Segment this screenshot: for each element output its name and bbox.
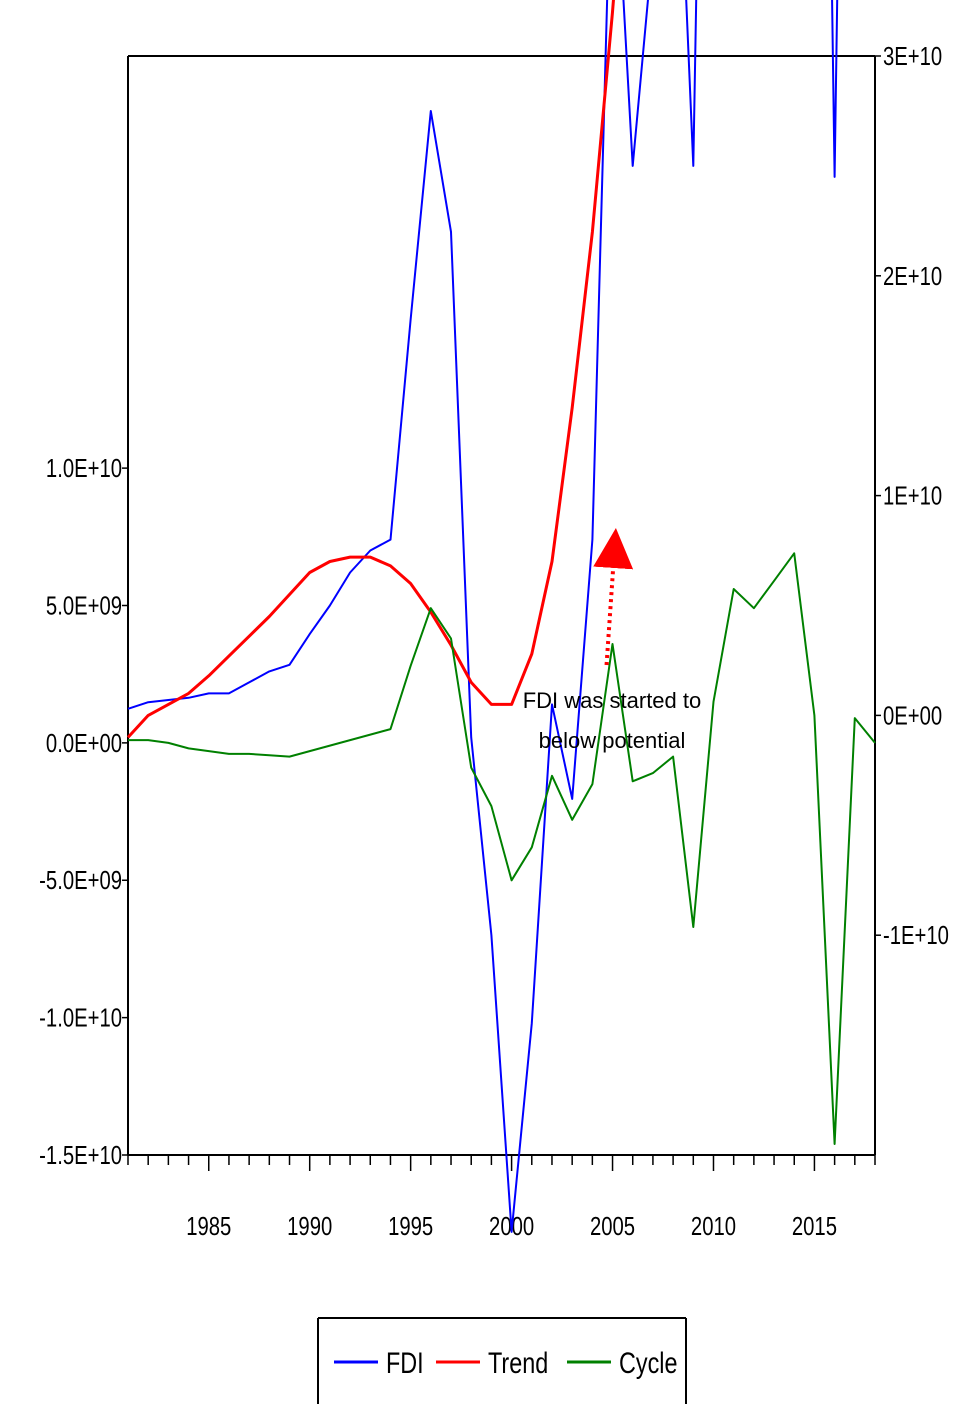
- legend-label-fdi: FDI: [386, 1346, 424, 1379]
- right-axis-tick-label: -1E+10: [883, 921, 949, 950]
- left-axis-tick-label: -1.5E+10: [39, 1141, 122, 1170]
- right-axis-tick-label: 2E+10: [883, 261, 942, 290]
- right-axis-tick-label: 0E+00: [883, 701, 942, 730]
- left-axis-tick-label: -1.0E+10: [39, 1003, 122, 1032]
- legend-label-trend: Trend: [488, 1346, 548, 1379]
- right-axis-tick-label: 1E+10: [883, 481, 942, 510]
- x-axis-tick-label: 1990: [287, 1212, 332, 1241]
- series-line-trend: [126, 0, 615, 739]
- x-axis-tick-label: 2005: [590, 1212, 635, 1241]
- series-line-fdi: [127, 0, 839, 1233]
- x-axis-tick-label: 1985: [186, 1212, 231, 1241]
- right-axis-tick-label: 3E+10: [883, 42, 942, 71]
- left-axis-tick-label: 1.0E+10: [46, 454, 122, 483]
- x-axis-tick-label: 2010: [691, 1212, 736, 1241]
- annotation-text: FDI was started to: [523, 688, 702, 713]
- legend-label-cycle: Cycle: [619, 1346, 677, 1379]
- series-line-cycle: [128, 552, 876, 1145]
- x-axis-tick-label: 2015: [792, 1212, 837, 1241]
- left-axis-tick-label: 5.0E+09: [46, 591, 122, 620]
- annotation-text: below potential: [539, 728, 686, 753]
- left-axis-tick-label: -5.0E+09: [39, 866, 122, 895]
- left-axis-tick-label: 0.0E+00: [46, 728, 122, 757]
- annotation-arrow: [593, 528, 634, 666]
- x-axis-tick-label: 1995: [388, 1212, 433, 1241]
